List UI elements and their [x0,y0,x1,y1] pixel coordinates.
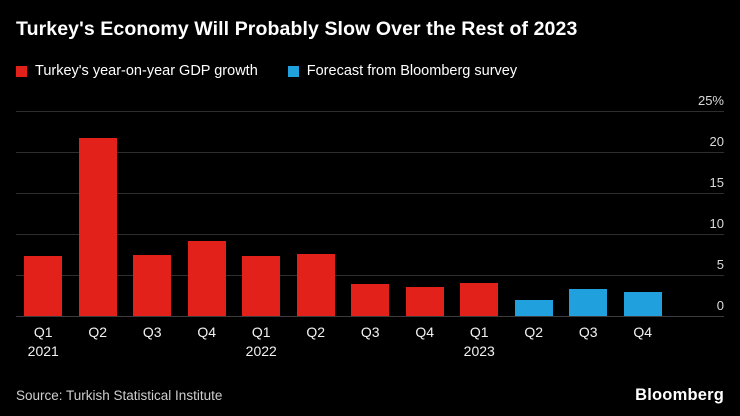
bar-actual [187,241,226,316]
legend-swatch-blue [287,65,299,77]
legend-item-actual: Turkey's year-on-year GDP growth [16,63,258,79]
bloomberg-logo: Bloomberg [635,386,724,404]
y-tick-label: 25% [697,93,724,108]
legend-label-forecast: Forecast from Bloomberg survey [306,63,518,79]
x-tick-label: Q4 [633,324,653,340]
source-note: Source: Turkish Statistical Institute [16,388,223,403]
bar-forecast [623,292,662,316]
y-tick-label: 20 [709,134,724,149]
gridline [16,152,724,153]
y-tick-label: 5 [716,257,724,272]
x-tick-label: Q1 [251,324,271,340]
x-year-label: 2023 [463,343,495,359]
y-tick-label: 15 [709,175,724,190]
gridline [16,193,724,194]
bar-actual [405,287,444,316]
x-tick-label: Q1 [469,324,489,340]
gridline [16,234,724,235]
bar-actual [133,254,172,316]
x-tick-label: Q4 [415,324,435,340]
bar-actual [460,283,499,316]
x-tick-label: Q3 [360,324,380,340]
gridline [16,111,724,112]
gridline [16,275,724,276]
bar-forecast [514,299,553,316]
bar-forecast [569,288,608,316]
bar-actual [296,253,335,316]
gridline [16,316,724,317]
legend: Turkey's year-on-year GDP growth Forecas… [16,63,517,79]
bar-actual [242,256,281,316]
y-tick-label: 0 [716,298,724,313]
bar-actual [24,256,63,316]
x-tick-label: Q3 [142,324,162,340]
legend-label-actual: Turkey's year-on-year GDP growth [35,63,258,79]
x-tick-label: Q1 [33,324,53,340]
x-year-label: 2021 [27,343,59,359]
x-year-label: 2022 [245,343,277,359]
x-tick-label: Q4 [197,324,217,340]
x-tick-label: Q2 [306,324,326,340]
chart-title: Turkey's Economy Will Probably Slow Over… [16,18,578,40]
bar-actual [78,138,117,316]
legend-swatch-red [16,65,27,77]
x-tick-label: Q3 [578,324,598,340]
legend-item-forecast: Forecast from Bloomberg survey [287,63,518,79]
x-tick-label: Q2 [524,324,544,340]
y-tick-label: 10 [709,216,724,231]
x-tick-label: Q2 [88,324,108,340]
bar-actual [351,284,390,316]
